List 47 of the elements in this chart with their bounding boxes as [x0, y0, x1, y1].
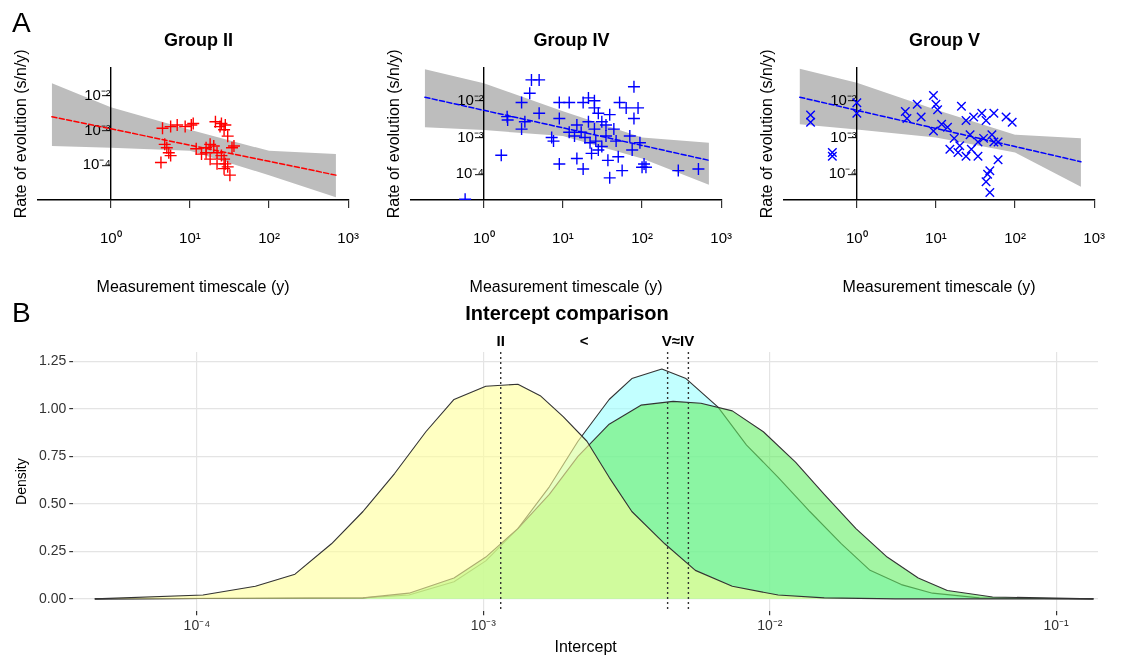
y-axis-title: Rate of evolution (s/n/y) [758, 49, 776, 219]
text: V≈IV [661, 331, 695, 349]
x-tick-label: 10⁻⁴ [183, 617, 211, 634]
y-tick-label: 0.25 [39, 542, 67, 559]
y-axis-title: Rate of evolution (s/n/y) [12, 49, 30, 219]
y-tick-label: 10⁻² [457, 90, 484, 108]
x-tick-label: 10⁰ [473, 229, 495, 247]
x-tick-label: 10³ [337, 229, 359, 247]
chart-title: Intercept comparison [465, 301, 669, 324]
y-tick-label: 0.50 [39, 494, 67, 511]
y-axis-title: Rate of evolution (s/n/y) [385, 49, 403, 219]
x-tick-label: 10² [631, 229, 653, 247]
x-tick-label: 10² [258, 229, 280, 247]
ref-line-label: II [496, 331, 505, 349]
x-tick-label: 10¹ [179, 229, 201, 247]
y-tick-label: 1.00 [39, 399, 67, 416]
chart-title: Group V [909, 29, 980, 50]
y-tick-label: 10⁻⁴ [828, 164, 857, 182]
x-tick-label: 10⁻³ [470, 617, 497, 634]
x-tick-label: 10³ [1083, 229, 1105, 247]
y-tick-label: 10⁻³ [830, 127, 857, 145]
x-axis-title: Measurement timescale (y) [842, 278, 1036, 296]
x-tick-label: 10⁻² [757, 617, 783, 634]
x-axis-title: Intercept [554, 638, 618, 656]
y-tick-label: 0.75 [39, 447, 67, 464]
x-tick-label: 10⁰ [100, 229, 122, 247]
y-axis-title: Density [12, 458, 29, 505]
y-tick-label: 0.00 [39, 589, 67, 606]
y-tick-label: 10⁻⁴ [455, 164, 484, 182]
x-tick-label: 10⁰ [846, 229, 868, 247]
x-tick-label: 10⁻¹ [1043, 617, 1070, 634]
x-tick-label: 10¹ [552, 229, 574, 247]
y-tick-label: 1.25 [39, 352, 67, 369]
y-tick-label: 10⁻² [84, 85, 111, 103]
text: < [579, 331, 589, 349]
text: A [12, 6, 31, 38]
text: B [12, 296, 31, 328]
chart-title: Group II [164, 29, 233, 50]
x-tick-label: 10² [1004, 229, 1026, 247]
y-tick-label: 10⁻³ [457, 127, 484, 145]
x-axis-title: Measurement timescale (y) [469, 278, 663, 296]
y-tick-label: 10⁻³ [84, 120, 111, 138]
x-tick-label: 10³ [710, 229, 732, 247]
x-axis-title: Measurement timescale (y) [96, 278, 290, 296]
x-tick-label: 10¹ [925, 229, 947, 247]
chart-title: Group IV [533, 29, 610, 50]
y-tick-label: 10⁻⁴ [82, 155, 111, 173]
